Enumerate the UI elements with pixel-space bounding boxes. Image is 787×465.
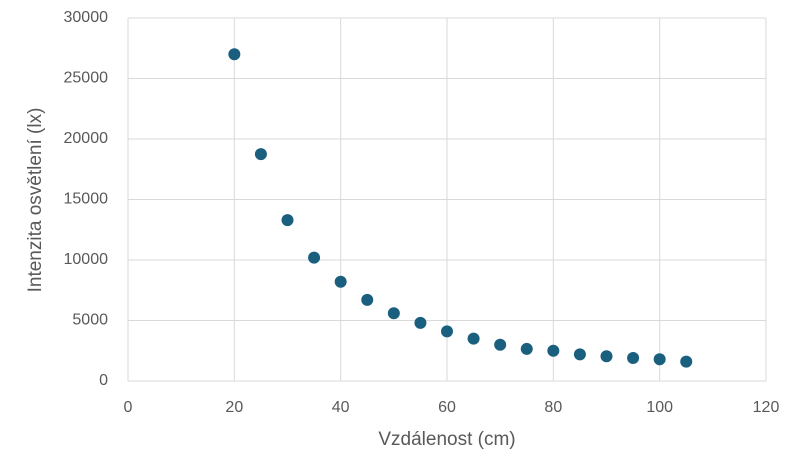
point <box>653 353 666 366</box>
point <box>334 275 347 288</box>
x-axis-title: Vzdálenost (cm) <box>378 429 515 450</box>
point <box>414 316 427 329</box>
point <box>441 325 453 338</box>
x-tick-label: 80 <box>544 399 562 416</box>
x-tick-label: 60 <box>438 399 456 416</box>
point <box>228 48 241 61</box>
point <box>387 307 400 320</box>
point <box>254 148 267 161</box>
point <box>308 251 321 264</box>
point <box>520 342 533 355</box>
point <box>467 332 480 345</box>
x-tick-label: 20 <box>225 399 243 416</box>
y-tick-label: 30000 <box>64 9 109 26</box>
x-tick-label: 120 <box>753 399 780 416</box>
x-tick-label: 0 <box>124 399 133 416</box>
y-axis-title: Intenzita osvětlení (lx) <box>25 108 46 293</box>
y-tick-label: 0 <box>99 372 108 389</box>
point <box>281 214 294 227</box>
y-tick-label: 20000 <box>64 130 109 147</box>
point <box>361 293 374 306</box>
point <box>573 348 586 361</box>
x-tick-label: 100 <box>646 399 673 416</box>
point <box>680 355 693 368</box>
point <box>547 344 560 357</box>
point <box>494 338 507 351</box>
y-tick-label: 25000 <box>64 70 109 87</box>
point <box>600 350 613 363</box>
y-tick-label: 5000 <box>72 312 108 329</box>
point <box>627 352 640 365</box>
y-tick-label: 15000 <box>64 191 109 208</box>
y-tick-label: 10000 <box>64 251 109 268</box>
x-tick-label: 40 <box>332 399 350 416</box>
